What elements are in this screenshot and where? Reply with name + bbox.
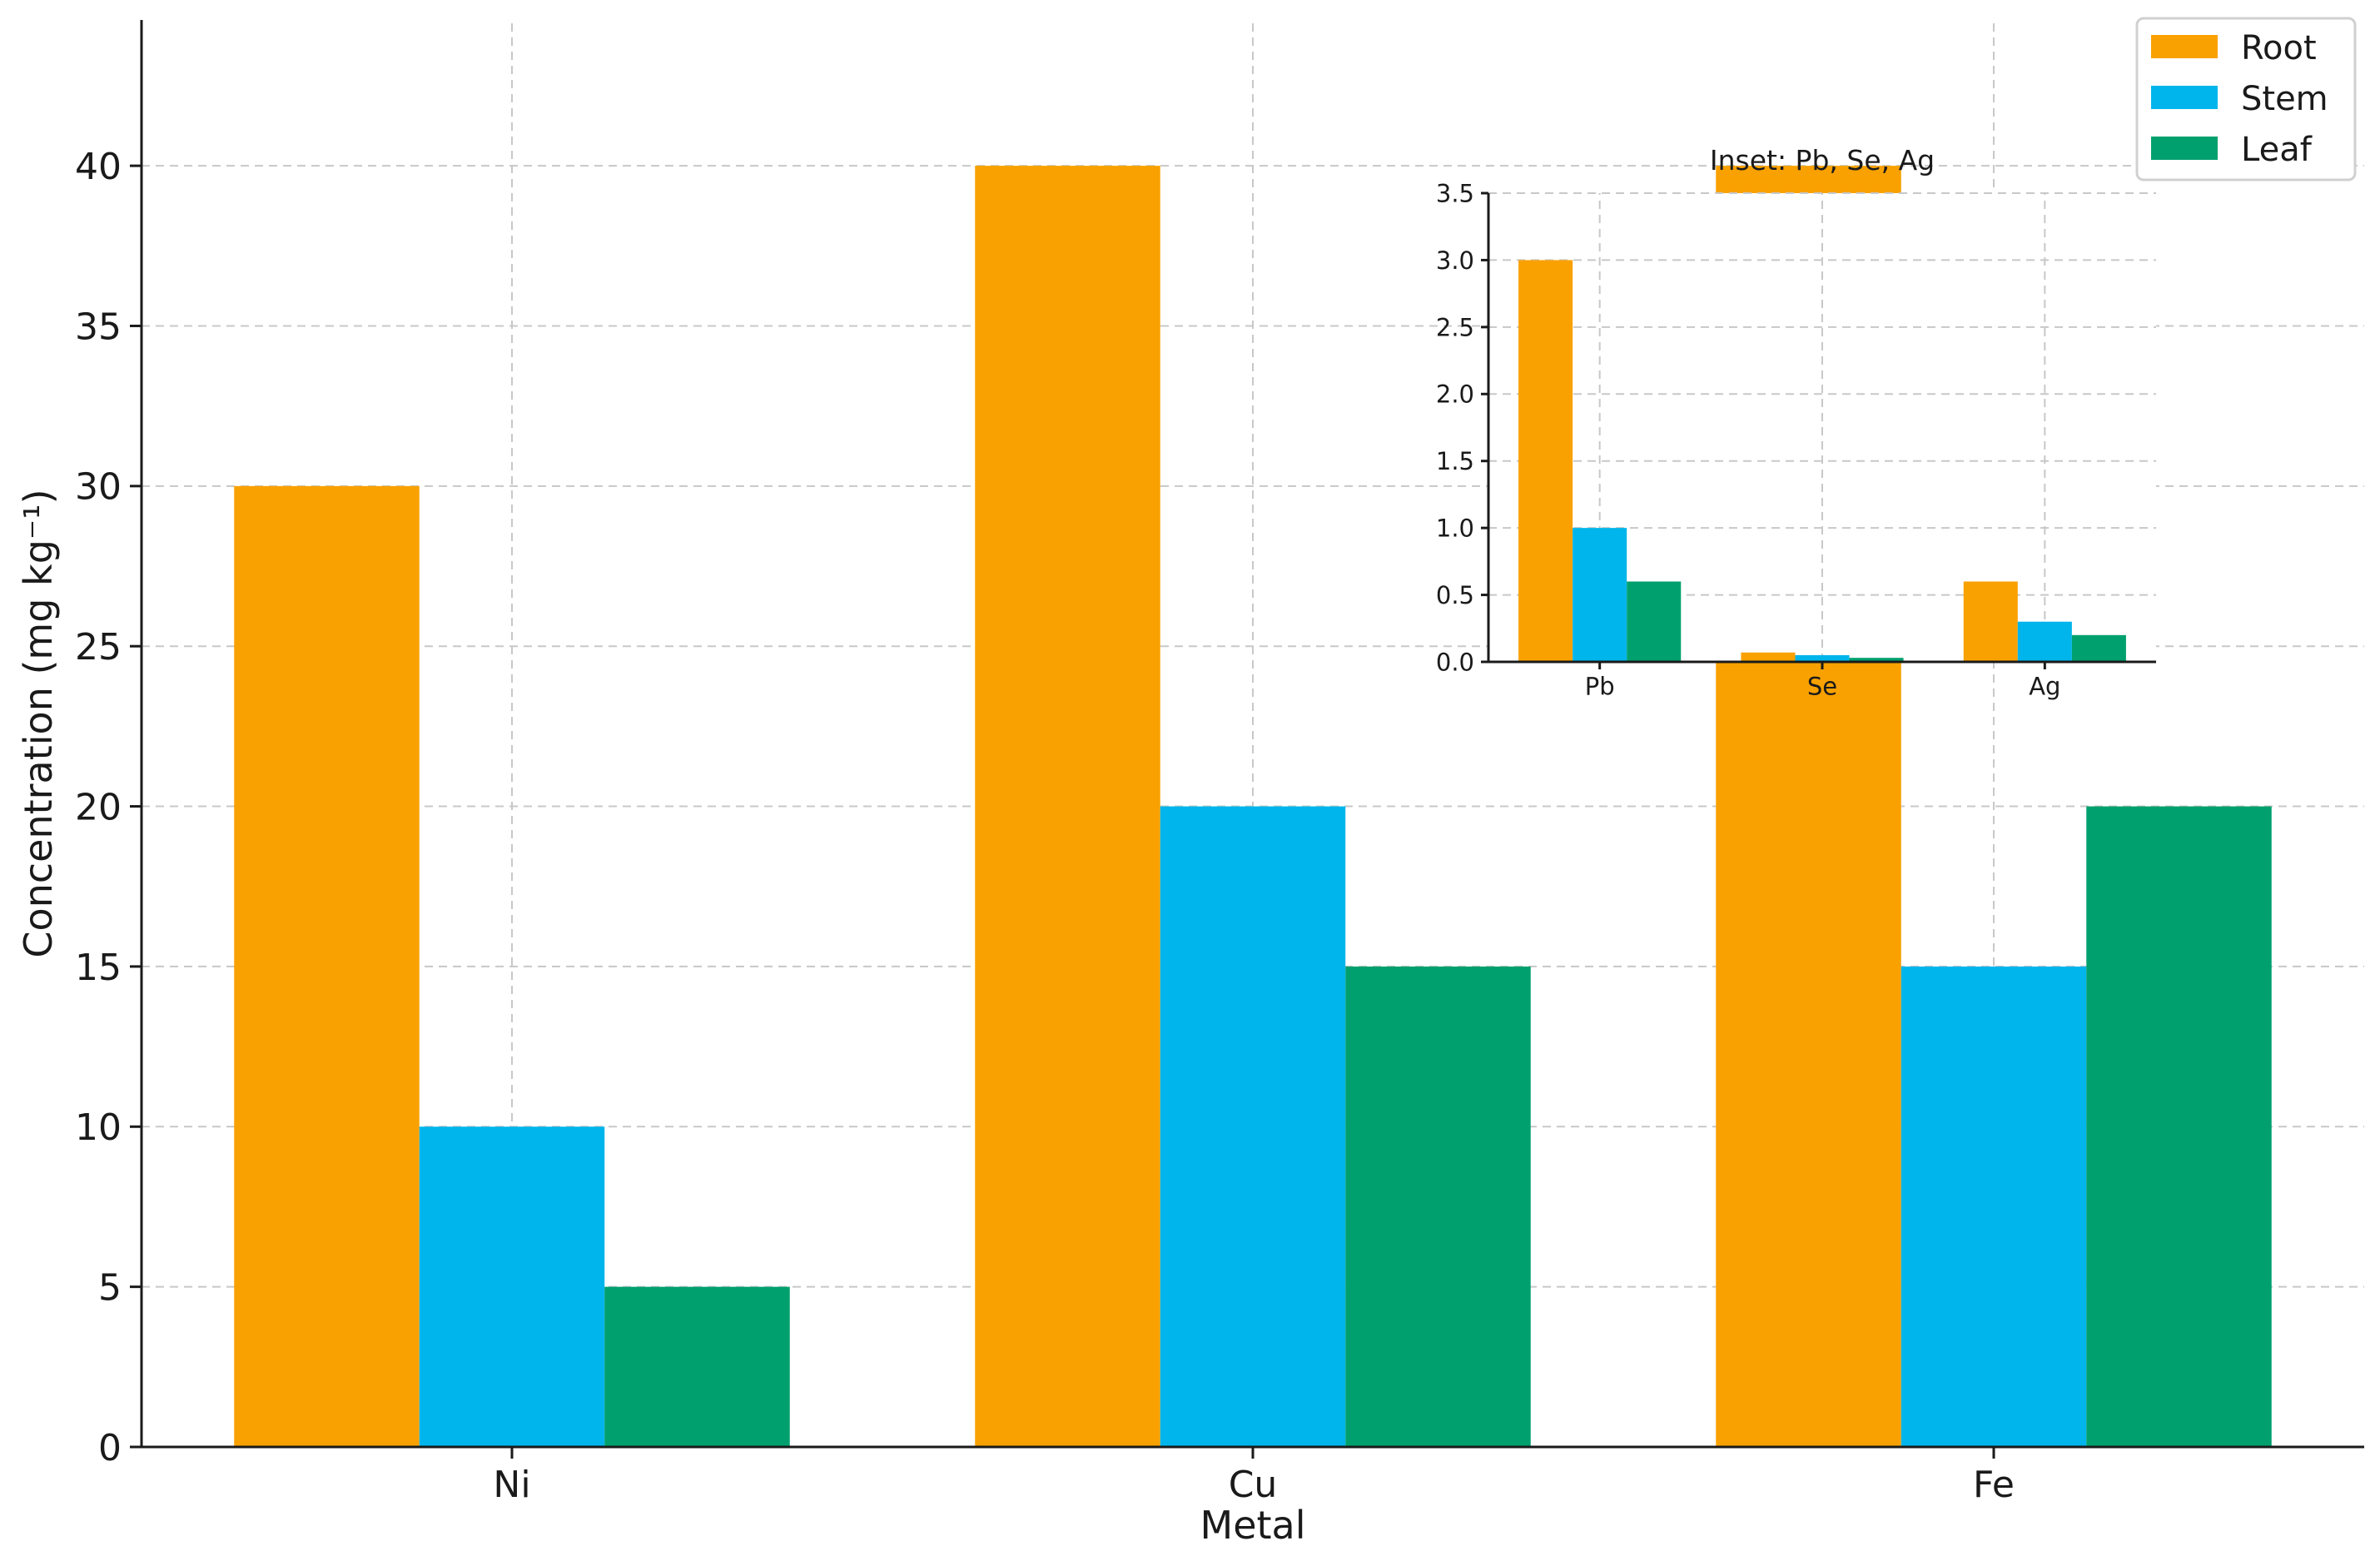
legend-swatch-leaf — [2151, 137, 2218, 160]
inset-y-tick-label: 3.5 — [1436, 179, 1474, 207]
inset-y-tick-label: 1.0 — [1436, 515, 1474, 543]
legend: Root Stem Leaf — [2135, 17, 2357, 181]
x-axis-label: Metal — [1200, 1503, 1306, 1548]
inset-y-tick-label: 1.5 — [1436, 447, 1474, 475]
legend-swatch-stem — [2151, 86, 2218, 109]
inset-bar-leaf-pb — [1627, 581, 1682, 662]
main-y-tick-label: 15 — [75, 947, 122, 989]
inset-y-tick-label: 2.5 — [1436, 313, 1474, 341]
inset-y-tick-label: 0.5 — [1436, 581, 1474, 609]
inset-y-tick-label: 2.0 — [1436, 380, 1474, 409]
main-bar-root-cu — [975, 166, 1160, 1448]
main-x-tick-label: Fe — [1973, 1464, 2015, 1506]
legend-items: Root Stem Leaf — [2151, 29, 2328, 169]
inset-y-tick-label: 3.0 — [1436, 246, 1474, 275]
main-y-tick-label: 20 — [75, 786, 122, 828]
main-x-tick-label: Ni — [493, 1464, 530, 1506]
main-bar-stem-cu — [1160, 806, 1346, 1447]
inset-y-tick-label: 0.0 — [1436, 648, 1474, 676]
inset-bars — [1518, 260, 2126, 662]
inset-x-tick-label: Pb — [1585, 672, 1615, 700]
main-tick-labels: 0 5 10 15 20 25 30 35 40 Ni Cu Fe — [75, 146, 2015, 1506]
inset-chart: 0.0 0.5 1.0 1.5 2.0 2.5 3.0 3.5 Pb Se Ag Inset: Pb… — [1436, 144, 2156, 700]
main-y-tick-label: 25 — [75, 626, 122, 669]
main-bar-leaf-ni — [604, 1286, 790, 1447]
legend-label-root: Root — [2241, 29, 2317, 67]
main-bar-leaf-fe — [2086, 806, 2272, 1447]
y-axis-label: Concentration (mg kg⁻¹) — [16, 489, 61, 957]
inset-tick-labels: 0.0 0.5 1.0 1.5 2.0 2.5 3.0 3.5 Pb Se Ag — [1436, 179, 2061, 700]
main-bar-stem-ni — [419, 1126, 605, 1447]
inset-bar-leaf-ag — [2071, 634, 2126, 662]
inset-x-tick-label: Ag — [2029, 672, 2060, 700]
inset-bar-root-se — [1741, 652, 1796, 662]
inset-bar-root-pb — [1518, 260, 1573, 662]
main-y-tick-label: 35 — [75, 306, 122, 348]
inset-bar-leaf-se — [1849, 658, 1904, 662]
legend-label-leaf: Leaf — [2241, 131, 2313, 169]
inset-title: Inset: Pb, Se, Ag — [1710, 144, 1935, 176]
main-y-tick-label: 5 — [98, 1266, 122, 1309]
main-bar-stem-fe — [1901, 966, 2087, 1447]
main-y-tick-label: 10 — [75, 1106, 122, 1149]
main-bar-root-ni — [234, 485, 420, 1447]
main-y-tick-label: 40 — [75, 146, 122, 188]
inset-grid — [1488, 192, 2156, 662]
inset-bar-stem-pb — [1573, 528, 1627, 662]
legend-label-stem: Stem — [2241, 80, 2328, 118]
main-y-tick-label: 0 — [98, 1427, 122, 1469]
inset-x-tick-label: Se — [1807, 672, 1837, 700]
legend-swatch-root — [2151, 35, 2218, 58]
main-y-tick-label: 30 — [75, 466, 122, 509]
inset-bar-root-ag — [1963, 581, 2018, 662]
inset-bar-stem-ag — [2017, 621, 2072, 662]
main-bar-leaf-cu — [1345, 966, 1531, 1447]
main-x-tick-label: Cu — [1229, 1464, 1278, 1506]
inset-bar-stem-se — [1795, 654, 1850, 662]
